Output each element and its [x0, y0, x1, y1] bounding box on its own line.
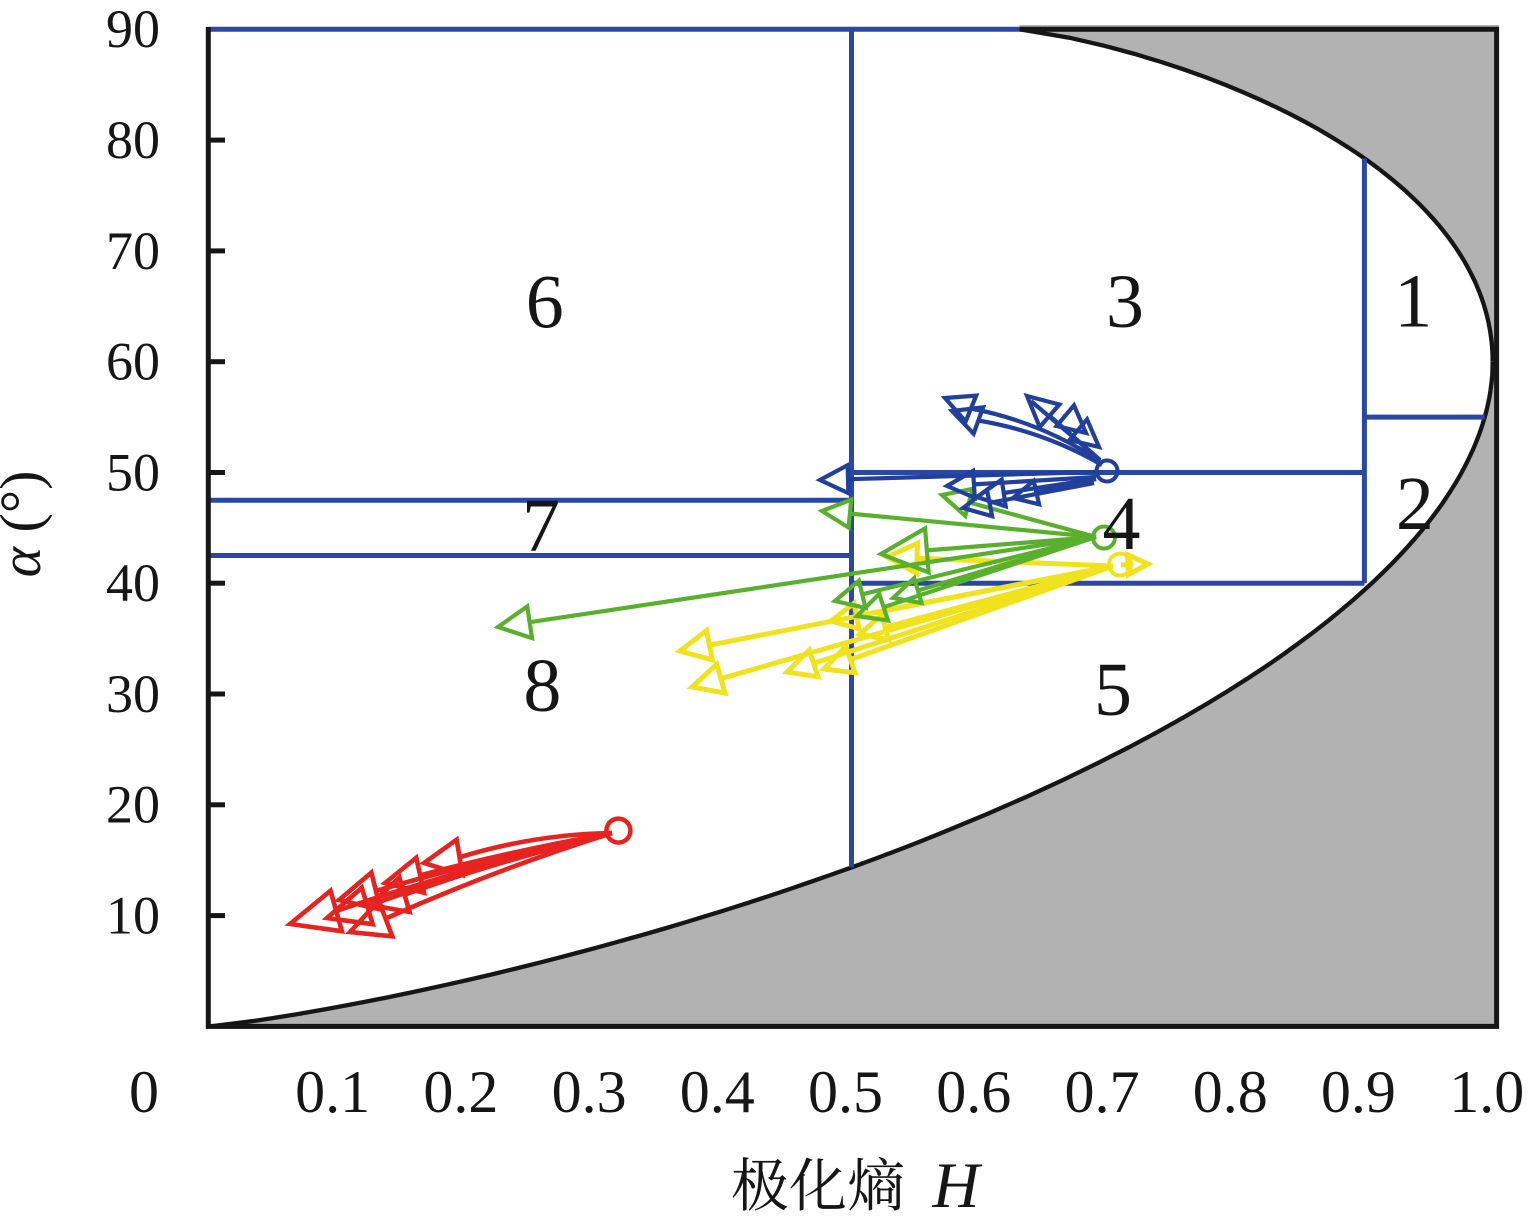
svg-text:60: 60	[106, 332, 160, 392]
svg-text:0.6: 0.6	[936, 1059, 1011, 1125]
svg-text:0.4: 0.4	[680, 1059, 755, 1125]
svg-text:0.8: 0.8	[1193, 1059, 1268, 1125]
svg-text:70: 70	[106, 221, 160, 281]
svg-text:α (°): α (°)	[0, 471, 53, 578]
svg-text:0.5: 0.5	[808, 1059, 883, 1125]
svg-text:0.9: 0.9	[1321, 1059, 1396, 1125]
svg-text:8: 8	[523, 644, 561, 728]
svg-text:40: 40	[106, 553, 160, 613]
svg-text:30: 30	[106, 664, 160, 724]
svg-text:0.1: 0.1	[295, 1059, 370, 1125]
svg-text:4: 4	[1103, 482, 1141, 566]
svg-text:H: H	[932, 1150, 983, 1219]
svg-text:80: 80	[106, 110, 160, 170]
svg-text:90: 90	[106, 0, 160, 59]
svg-text:2: 2	[1396, 462, 1434, 546]
svg-text:0.2: 0.2	[423, 1059, 498, 1125]
svg-text:0.7: 0.7	[1065, 1059, 1140, 1125]
svg-text:0: 0	[129, 1059, 159, 1125]
svg-text:50: 50	[106, 442, 160, 502]
svg-text:3: 3	[1106, 260, 1144, 344]
svg-text:0.3: 0.3	[552, 1059, 627, 1125]
svg-text:6: 6	[526, 261, 564, 345]
svg-text:10: 10	[106, 886, 160, 946]
svg-text:1.0: 1.0	[1449, 1059, 1524, 1125]
svg-text:20: 20	[106, 775, 160, 835]
svg-text:7: 7	[522, 484, 560, 568]
svg-text:5: 5	[1094, 648, 1132, 732]
svg-text:1: 1	[1394, 260, 1432, 344]
